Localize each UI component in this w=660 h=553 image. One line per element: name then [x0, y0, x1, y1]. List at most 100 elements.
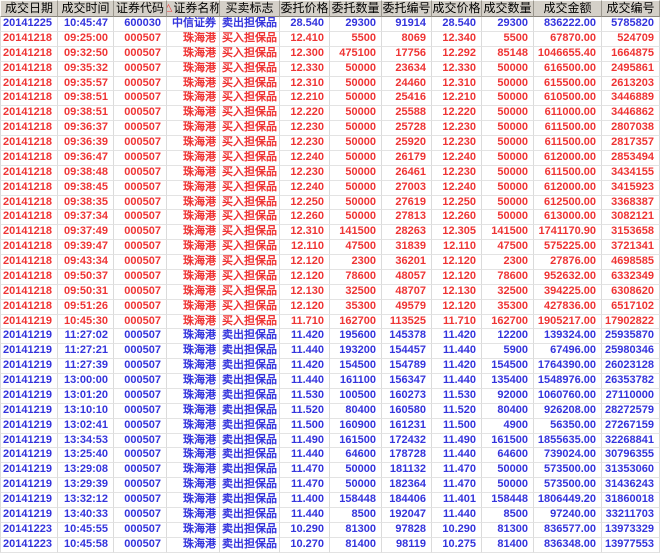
cell-side-flag: 卖出担保品 — [220, 448, 280, 464]
cell-order-no: 26461 — [382, 165, 432, 181]
column-header-side-flag[interactable]: 买卖标志 — [220, 0, 280, 17]
table-row[interactable]: 20141218 09:43:34 000507 珠海港 买入担保品 12.120 2300… — [0, 255, 660, 270]
table-row[interactable]: 20141218 09:37:34 000507 珠海港 买入担保品 12.260 5000… — [0, 210, 660, 226]
cell-trade-qty: 80400 — [482, 403, 534, 419]
cell-side-flag: 卖出担保品 — [220, 403, 280, 419]
cell-order-no: 161231 — [382, 418, 432, 434]
table-row[interactable]: 20141218 09:50:37 000507 珠海港 买入担保品 12.120 7860… — [0, 269, 660, 285]
table-row[interactable]: 20141219 11:27:39 000507 珠海港 卖出担保品 11.420 1545… — [0, 359, 660, 374]
cell-security-code: 000507 — [114, 374, 167, 389]
table-row[interactable]: 20141218 09:38:48 000507 珠海港 买入担保品 12.230 5000… — [0, 165, 660, 181]
column-header-order-price[interactable]: 委托价格 — [280, 0, 330, 17]
cell-order-price: 11.470 — [280, 463, 330, 479]
cell-order-no: 156347 — [382, 374, 432, 389]
table-row[interactable]: 20141219 11:27:21 000507 珠海港 卖出担保品 11.440 1932… — [0, 344, 660, 360]
cell-security-code: 000507 — [114, 448, 167, 464]
cell-security-name: 珠海港 — [167, 76, 220, 92]
cell-trade-time: 11:27:21 — [58, 344, 114, 360]
cell-order-qty: 50000 — [330, 180, 382, 196]
column-header-trade-no[interactable]: 成交编号 — [602, 0, 660, 17]
table-row[interactable]: 20141218 09:35:32 000507 珠海港 买入担保品 12.330 5000… — [0, 61, 660, 77]
cell-side-flag: 买入担保品 — [220, 299, 280, 315]
cell-trade-amount: 56350.00 — [534, 418, 602, 434]
cell-trade-date: 20141219 — [0, 329, 58, 345]
cell-security-code: 000507 — [114, 76, 167, 92]
cell-order-qty: 64600 — [330, 448, 382, 464]
cell-trade-qty: 50000 — [482, 165, 534, 181]
cell-trade-date: 20141223 — [0, 537, 58, 553]
table-row[interactable]: 20141218 09:37:49 000507 珠海港 买入担保品 12.310 1415… — [0, 225, 660, 241]
cell-trade-qty: 81300 — [482, 522, 534, 538]
cell-order-price: 11.440 — [280, 344, 330, 360]
table-row[interactable]: 20141218 09:50:31 000507 珠海港 买入担保品 12.130 3250… — [0, 284, 660, 300]
cell-trade-price: 12.305 — [432, 225, 482, 241]
cell-trade-price: 11.470 — [432, 463, 482, 479]
cell-trade-time: 09:38:51 — [58, 91, 114, 107]
table-row[interactable]: 20141218 09:36:47 000507 珠海港 买入担保品 12.240 5000… — [0, 150, 660, 166]
cell-trade-no: 524709 — [602, 31, 660, 47]
cell-side-flag: 卖出担保品 — [220, 388, 280, 404]
table-row[interactable]: 20141219 13:10:10 000507 珠海港 卖出担保品 11.520 8040… — [0, 403, 660, 419]
cell-order-no: 48707 — [382, 284, 432, 300]
cell-side-flag: 买入担保品 — [220, 46, 280, 62]
cell-order-price: 12.310 — [280, 76, 330, 92]
column-header-order-no[interactable]: 委托编号 — [382, 0, 432, 17]
cell-side-flag: 卖出担保品 — [220, 418, 280, 434]
column-header-trade-price[interactable]: 成交价格 — [432, 0, 482, 17]
cell-order-qty: 50000 — [330, 478, 382, 493]
cell-trade-qty: 5500 — [482, 31, 534, 47]
table-row[interactable]: 20141218 09:38:45 000507 珠海港 买入担保品 12.240 5000… — [0, 180, 660, 196]
cell-order-no: 48057 — [382, 269, 432, 285]
table-row[interactable]: 20141219 13:01:20 000507 珠海港 卖出担保品 11.530 1005… — [0, 388, 660, 404]
cell-side-flag: 买入担保品 — [220, 106, 280, 122]
table-row[interactable]: 20141218 09:38:51 000507 珠海港 买入担保品 12.210 5000… — [0, 91, 660, 107]
table-row[interactable]: 20141219 11:27:02 000507 珠海港 卖出担保品 11.420 1956… — [0, 329, 660, 345]
cell-side-flag: 买入担保品 — [220, 121, 280, 136]
cell-trade-price: 12.330 — [432, 61, 482, 77]
cell-trade-qty: 154500 — [482, 359, 534, 374]
cell-trade-qty: 50000 — [482, 195, 534, 211]
column-header-trade-amount[interactable]: 成交金额 — [534, 0, 602, 17]
cell-security-name: 珠海港 — [167, 106, 220, 122]
cell-trade-no: 4698585 — [602, 255, 660, 270]
cell-trade-date: 20141218 — [0, 150, 58, 166]
cell-security-code: 000507 — [114, 537, 167, 553]
table-row[interactable]: 20141218 09:38:35 000507 珠海港 买入担保品 12.250 5000… — [0, 195, 660, 211]
column-header-order-qty[interactable]: 委托数量 — [330, 0, 382, 17]
cell-order-qty: 50000 — [330, 150, 382, 166]
column-header-trade-qty[interactable]: 成交数量 — [482, 0, 534, 17]
cell-trade-time: 13:02:41 — [58, 418, 114, 434]
table-row[interactable]: 20141218 09:38:51 000507 珠海港 买入担保品 12.220 5000… — [0, 106, 660, 122]
table-row[interactable]: 20141219 13:34:53 000507 珠海港 卖出担保品 11.490 1615… — [0, 433, 660, 449]
table-row[interactable]: 20141219 13:32:12 000507 珠海港 卖出担保品 11.400 1584… — [0, 493, 660, 508]
table-row[interactable]: 20141225 10:45:47 600030 中信证券 卖出担保品 28.540 293… — [0, 17, 660, 32]
table-row[interactable]: 20141219 10:45:30 000507 珠海港 买入担保品 11.710 1627… — [0, 314, 660, 330]
table-row[interactable]: 20141219 13:25:40 000507 珠海港 卖出担保品 11.440 6460… — [0, 448, 660, 464]
cell-trade-date: 20141218 — [0, 269, 58, 285]
cell-security-name: 珠海港 — [167, 284, 220, 300]
table-row[interactable]: 20141219 13:29:39 000507 珠海港 卖出担保品 11.470 5000… — [0, 478, 660, 493]
table-row[interactable]: 20141219 13:29:08 000507 珠海港 卖出担保品 11.470 5000… — [0, 463, 660, 479]
table-row[interactable]: 20141219 13:40:33 000507 珠海港 卖出担保品 11.440 8500… — [0, 507, 660, 523]
table-row[interactable]: 20141219 13:00:00 000507 珠海港 卖出担保品 11.440 1611… — [0, 374, 660, 389]
table-row[interactable]: 20141218 09:32:50 000507 珠海港 买入担保品 12.300 4751… — [0, 46, 660, 62]
table-row[interactable]: 20141218 09:25:00 000507 珠海港 买入担保品 12.410 5500… — [0, 31, 660, 47]
table-row[interactable]: 20141219 13:02:41 000507 珠海港 卖出担保品 11.500 1609… — [0, 418, 660, 434]
column-header-trade-time[interactable]: 成交时间 — [58, 0, 114, 17]
column-header-trade-date[interactable]: 成交日期 — [0, 0, 58, 17]
column-header-security-name[interactable]: △证券名称 — [167, 0, 220, 17]
column-header-label: 证券名称 — [173, 1, 220, 15]
table-row[interactable]: 20141218 09:36:37 000507 珠海港 买入担保品 12.230 5000… — [0, 121, 660, 136]
cell-security-code: 000507 — [114, 314, 167, 330]
cell-trade-price: 28.540 — [432, 17, 482, 32]
table-row[interactable]: 20141223 10:45:58 000507 珠海港 卖出担保品 10.270 8140… — [0, 537, 660, 553]
table-row[interactable]: 20141218 09:35:57 000507 珠海港 买入担保品 12.310 5000… — [0, 76, 660, 92]
cell-trade-price: 11.440 — [432, 344, 482, 360]
table-row[interactable]: 20141218 09:39:47 000507 珠海港 买入担保品 12.110 4750… — [0, 240, 660, 255]
cell-order-price: 11.440 — [280, 448, 330, 464]
table-row[interactable]: 20141218 09:51:26 000507 珠海港 买入担保品 12.120 3530… — [0, 299, 660, 315]
table-row[interactable]: 20141218 09:36:39 000507 珠海港 买入担保品 12.230 5000… — [0, 136, 660, 151]
cell-trade-time: 13:10:10 — [58, 403, 114, 419]
column-header-security-code[interactable]: 证券代码 — [114, 0, 167, 17]
table-row[interactable]: 20141223 10:45:55 000507 珠海港 卖出担保品 10.290 8130… — [0, 522, 660, 538]
